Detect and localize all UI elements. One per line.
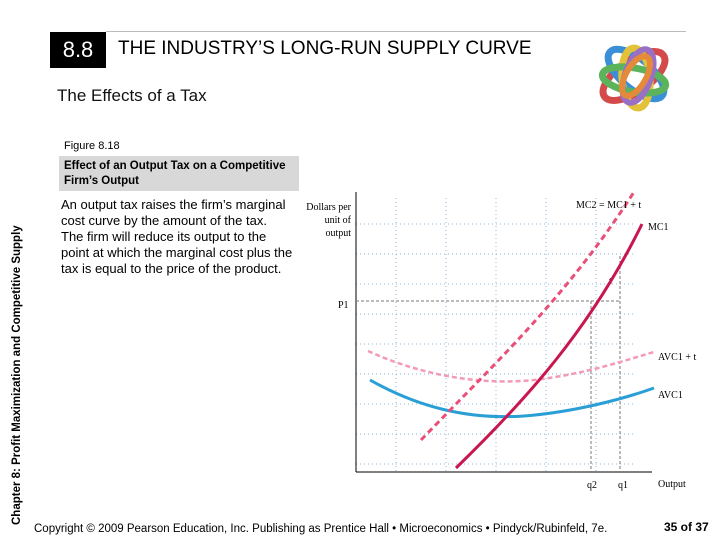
figure-number: Figure 8.18 — [64, 140, 120, 152]
rings-logo-icon — [598, 44, 670, 112]
y-axis-label-line-1: Dollars per — [306, 202, 351, 213]
mc2-label: MC2 = MC1 + t — [576, 200, 641, 211]
q1-label: q1 — [618, 480, 628, 491]
page-title: THE INDUSTRY’S LONG-RUN SUPPLY CURVE — [118, 38, 532, 59]
title-rule — [106, 31, 686, 32]
avc2-curve — [367, 349, 655, 383]
y-axis-label-line-2: unit of — [325, 215, 352, 226]
figure-caption: Effect of an Output Tax on a Competitive… — [59, 156, 299, 191]
chapter-side-label: Chapter 8: Profit Maximization and Compe… — [11, 225, 23, 525]
description-paragraph-2: The firm will reduce its output to the p… — [61, 229, 293, 276]
mc1-label: MC1 — [648, 222, 669, 233]
figure-description: An output tax raises the firm’s marginal… — [61, 197, 293, 277]
x-axis-label: Output — [658, 479, 686, 490]
q2-label: q2 — [587, 480, 597, 491]
description-paragraph-1: An output tax raises the firm’s marginal… — [61, 197, 286, 228]
y-axis-label-line-3: output — [325, 228, 351, 239]
tax-effect-diagram: Dollars per unit of output Output P1 t q… — [306, 191, 696, 491]
subtitle: The Effects of a Tax — [57, 86, 207, 105]
avc1-label: AVC1 — [658, 390, 683, 401]
section-number: 8.8 — [50, 32, 106, 68]
copyright-footer: Copyright © 2009 Pearson Education, Inc.… — [34, 523, 608, 535]
avc1-curve — [369, 378, 655, 419]
mc1-curve — [454, 223, 644, 470]
dotted-grid — [356, 198, 636, 472]
avc2-label: AVC1 + t — [658, 352, 696, 363]
page-number: 35 of 37 — [664, 520, 709, 534]
mc2-curve — [419, 191, 636, 442]
price-label: P1 — [338, 300, 349, 311]
